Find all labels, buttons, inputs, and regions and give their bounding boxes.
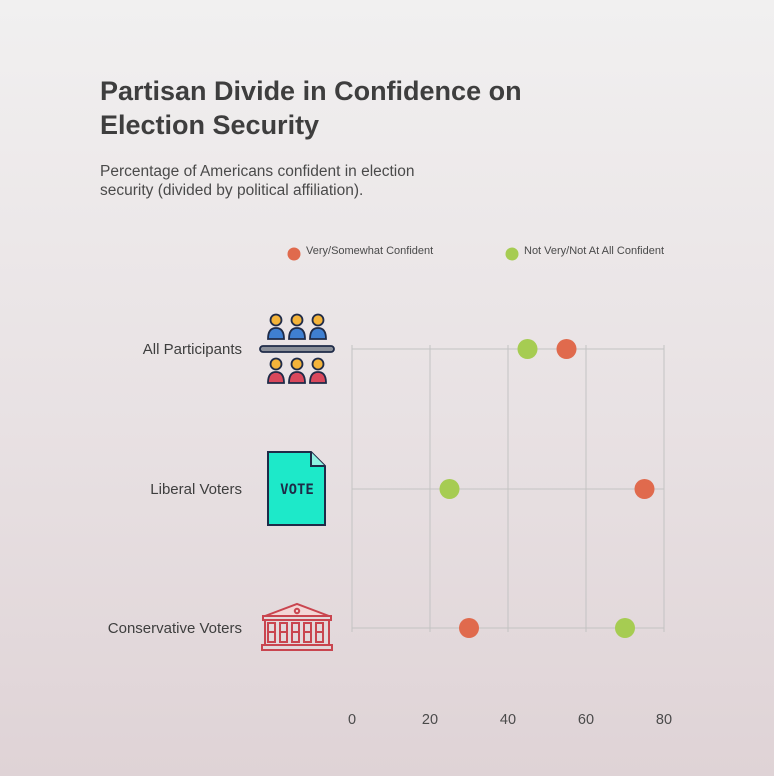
legend-marker: [505, 247, 519, 261]
people-group-icon: [259, 313, 335, 384]
data-point: [556, 339, 577, 359]
category-label: All Participants: [143, 341, 242, 358]
data-point: [459, 618, 479, 638]
x-tick-label: 0: [348, 712, 356, 728]
category-rows: All Participants Liberal Voters Conservati…: [108, 339, 664, 638]
svg-text:VOTE: VOTE: [280, 482, 314, 498]
category-label: Conservative Voters: [108, 620, 242, 637]
legend: Very/Somewhat Confident Not Very/Not At A…: [287, 245, 664, 261]
legend-marker: [287, 247, 301, 261]
vote-ballot-icon: VOTE: [267, 451, 326, 526]
data-point: [615, 618, 635, 638]
legend-label: Not Very/Not At All Confident: [524, 245, 664, 257]
data-point: [634, 479, 655, 499]
x-tick-label: 40: [500, 712, 516, 728]
category-icons: VOTE: [259, 313, 335, 651]
chart-title: Partisan Divide in Confidence on Electio…: [100, 76, 522, 140]
x-tick-label: 20: [422, 712, 438, 728]
x-tick-label: 60: [578, 712, 594, 728]
government-building-icon: [261, 602, 333, 651]
legend-label: Very/Somewhat Confident: [306, 245, 433, 257]
x-axis-ticks: 0 20 40 60 80: [348, 712, 672, 728]
x-tick-label: 80: [656, 712, 672, 728]
data-point: [439, 479, 460, 499]
data-point: [517, 339, 538, 359]
chart-subtitle: Percentage of Americans confident in ele…: [100, 163, 415, 199]
category-label: Liberal Voters: [150, 481, 242, 498]
